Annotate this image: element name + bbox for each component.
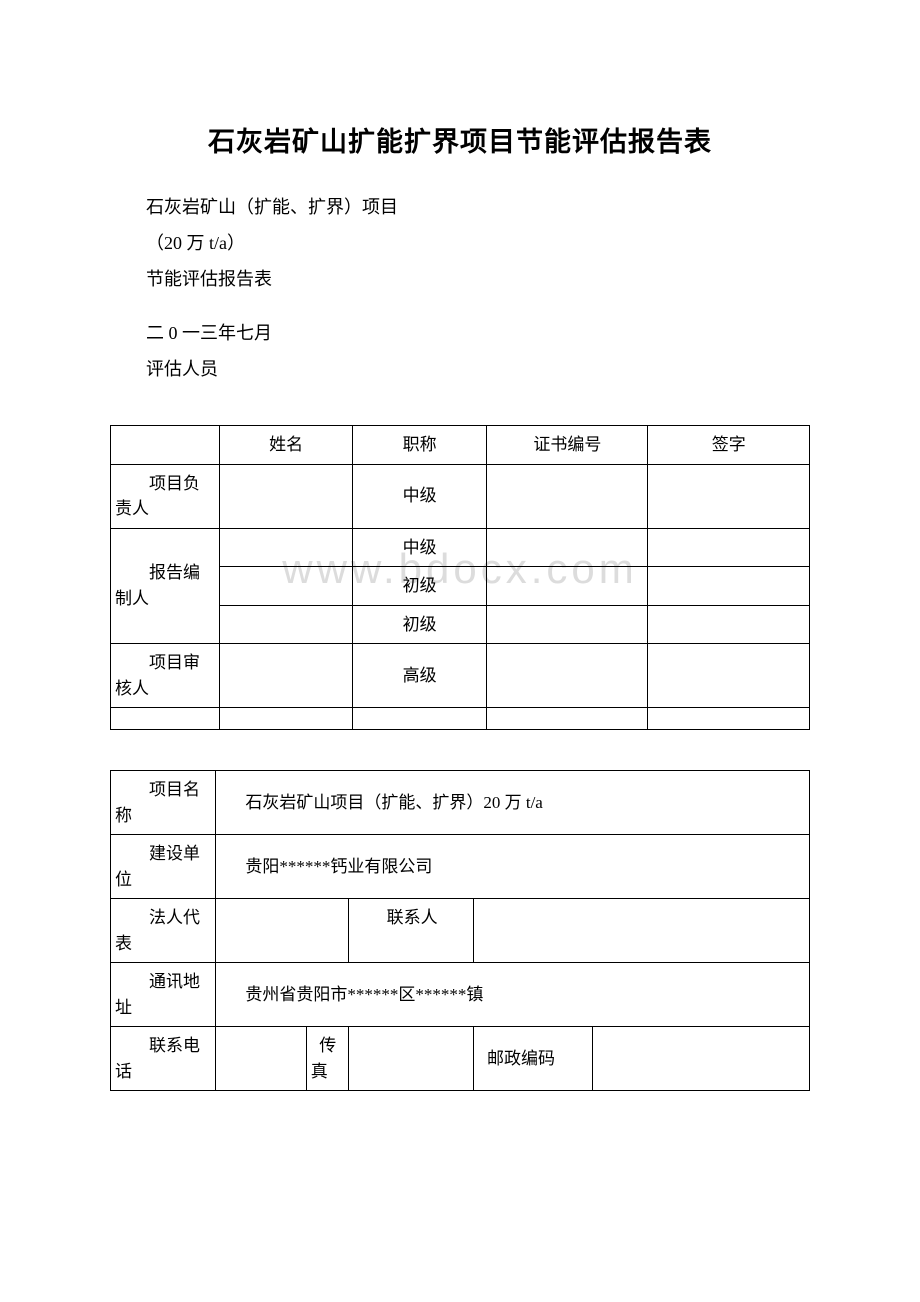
header-title: 职称	[353, 426, 486, 465]
row-label: 联系电话	[111, 1027, 216, 1091]
intro-line-4: 二 0 一三年七月	[110, 315, 810, 351]
table-row: 姓名 职称 证书编号 签字	[111, 426, 810, 465]
table-row: 联系电话 传真 邮政编码	[111, 1027, 810, 1091]
table-row: 报告编制人 中级	[111, 528, 810, 567]
personnel-table: 姓名 职称 证书编号 签字 项目负责人 中级 报告编制人 中级 初级 初	[110, 425, 810, 730]
table-row: 项目名称 石灰岩矿山项目（扩能、扩界）20 万 t/a	[111, 771, 810, 835]
cell-title: 中级	[353, 528, 486, 567]
intro-block: 石灰岩矿山（扩能、扩界）项目 （20 万 t/a） 节能评估报告表 二 0 一三…	[110, 189, 810, 387]
row-label: 联系人	[348, 899, 474, 963]
intro-line-2: （20 万 t/a）	[110, 225, 810, 261]
cell-value: 贵州省贵阳市******区******镇	[215, 963, 809, 1027]
row-label: 通讯地址	[111, 963, 216, 1027]
intro-line-1: 石灰岩矿山（扩能、扩界）项目	[110, 189, 810, 225]
cell-title: 中级	[353, 464, 486, 528]
table-row	[111, 708, 810, 730]
row-label: 项目审核人	[111, 644, 220, 708]
row-label: 法人代表	[111, 899, 216, 963]
intro-line-5: 评估人员	[110, 351, 810, 387]
header-sign: 签字	[648, 426, 810, 465]
cell-title: 初级	[353, 605, 486, 644]
row-label: 项目负责人	[111, 464, 220, 528]
table-row: 通讯地址 贵州省贵阳市******区******镇	[111, 963, 810, 1027]
cell-value: 贵阳******钙业有限公司	[215, 835, 809, 899]
table-row: 建设单位 贵阳******钙业有限公司	[111, 835, 810, 899]
table-row: 项目审核人 高级	[111, 644, 810, 708]
header-name: 姓名	[219, 426, 352, 465]
row-label: 项目名称	[111, 771, 216, 835]
row-label: 建设单位	[111, 835, 216, 899]
cell-title: 高级	[353, 644, 486, 708]
cell-title: 初级	[353, 567, 486, 606]
row-label: 报告编制人	[111, 528, 220, 644]
document-title: 石灰岩矿山扩能扩界项目节能评估报告表	[110, 120, 810, 159]
table-row: 项目负责人 中级	[111, 464, 810, 528]
project-info-table: 项目名称 石灰岩矿山项目（扩能、扩界）20 万 t/a 建设单位 贵阳*****…	[110, 770, 810, 1091]
row-label: 传真	[306, 1027, 348, 1091]
intro-line-3: 节能评估报告表	[110, 261, 810, 297]
cell-value: 石灰岩矿山项目（扩能、扩界）20 万 t/a	[215, 771, 809, 835]
table-row: 法人代表 联系人	[111, 899, 810, 963]
header-certno: 证书编号	[486, 426, 648, 465]
row-label: 邮政编码	[474, 1027, 593, 1091]
